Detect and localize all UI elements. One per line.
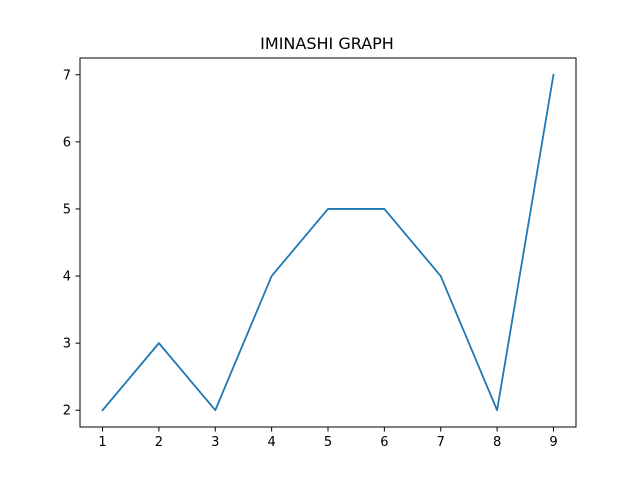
series-line-1 xyxy=(101,73,555,412)
y-tick-label: 3 xyxy=(63,337,71,352)
x-tick-label: 6 xyxy=(380,435,388,450)
x-tick-label: 3 xyxy=(211,435,219,450)
x-tick-label: 9 xyxy=(549,435,557,450)
x-tick-label: 2 xyxy=(155,435,163,450)
y-tick-label: 4 xyxy=(63,270,71,285)
x-tick-label: 5 xyxy=(324,435,332,450)
y-tick-label: 2 xyxy=(63,404,71,419)
plot-area: 1 2 3 4 5 6 7 8 9 2 3 4 5 6 7 xyxy=(63,57,577,450)
x-tick-label: 8 xyxy=(493,435,501,450)
y-tick-label: 6 xyxy=(63,135,71,150)
y-tick-label: 7 xyxy=(63,68,71,83)
x-tick-label: 4 xyxy=(267,435,275,450)
chart-title: IMINASHI GRAPH xyxy=(260,34,394,53)
y-tick-label: 5 xyxy=(63,202,71,217)
x-tick-label: 7 xyxy=(437,435,445,450)
x-tick-label: 1 xyxy=(98,435,106,450)
